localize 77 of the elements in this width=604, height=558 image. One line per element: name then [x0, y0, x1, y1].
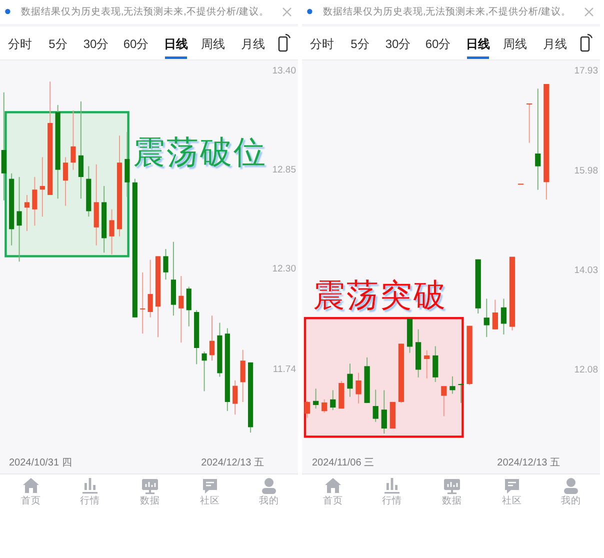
candlestick: [312, 388, 319, 410]
candlestick: [232, 380, 238, 416]
annotation: 2024/10/31 四: [9, 458, 72, 468]
text: 月线: [543, 37, 567, 51]
candlestick: [535, 88, 541, 190]
text: 行情: [382, 494, 402, 506]
text: 数据结果仅为历史表现,无法预测未来,不提供分析/建议。: [323, 6, 571, 18]
candlestick: [202, 351, 207, 392]
y-tick-label: 15.98: [574, 165, 598, 176]
candlestick: [322, 398, 328, 414]
candlestick: [304, 400, 310, 418]
text: 5分: [350, 37, 370, 51]
candlestick: [140, 272, 146, 334]
text: 社区: [200, 494, 220, 506]
candlestick: [32, 176, 38, 226]
candlestick: [347, 363, 353, 398]
annotation: 2024/12/13 五: [497, 458, 560, 468]
candlestick: [186, 286, 192, 327]
candlestick: [70, 110, 76, 170]
text: 行情: [80, 494, 100, 506]
candlestick: [240, 349, 246, 402]
text: 30分: [83, 37, 109, 51]
text: 5分: [48, 37, 68, 51]
annotation: 2024/12/13 五: [201, 458, 264, 468]
candlestick: [209, 315, 215, 362]
candlestick: [24, 194, 30, 232]
text: 月线: [241, 37, 265, 51]
band-label: 震荡破位: [133, 134, 267, 170]
candlestick: [163, 248, 168, 280]
candlestick: [500, 298, 507, 335]
candlestick: [450, 376, 456, 394]
candlestick: [178, 276, 184, 344]
text: 30分: [385, 37, 411, 51]
candlestick: [424, 350, 430, 379]
text: 首页: [21, 494, 41, 506]
text: 日线: [466, 37, 490, 51]
candlestick: [492, 299, 498, 330]
candlestick: [458, 383, 464, 404]
text: 我的: [561, 494, 581, 506]
text: 社区: [502, 494, 522, 506]
text: 60分: [425, 37, 451, 51]
candlestick: [330, 390, 336, 411]
candlestick: [526, 102, 532, 144]
candlestick: [484, 298, 490, 338]
text: 我的: [259, 494, 279, 506]
y-tick-label: 13.40: [272, 65, 296, 76]
candlestick: [16, 176, 22, 262]
candlestick: [109, 208, 114, 255]
candlestick: [148, 259, 153, 318]
text: 日线: [164, 37, 188, 51]
y-tick-label: 12.85: [272, 164, 296, 176]
candlestick: [432, 346, 438, 382]
candlestick: [62, 156, 68, 206]
candlestick: [441, 386, 447, 417]
candlestick: [372, 389, 378, 422]
candlestick: [381, 390, 387, 434]
text: 数据结果仅为历史表现,无法预测未来,不提供分析/建议。: [21, 6, 269, 18]
text: 分时: [310, 37, 334, 51]
y-tick-label: 11.74: [272, 364, 296, 376]
candlestick: [40, 156, 45, 218]
text: 周线: [201, 37, 225, 51]
text: 首页: [323, 494, 343, 506]
band-label: 震荡突破: [313, 277, 447, 313]
y-tick-label: 14.03: [574, 265, 598, 276]
annotation: 2024/11/06 三: [312, 458, 374, 468]
candlestick: [356, 372, 362, 404]
y-tick-label: 12.30: [272, 263, 296, 274]
y-tick-label: 17.93: [574, 66, 598, 77]
text: 数据: [140, 494, 160, 506]
text: 数据: [442, 494, 462, 506]
candlestick: [1, 92, 6, 201]
y-tick-label: 12.08: [574, 364, 598, 376]
text: 60分: [123, 37, 149, 51]
text: 分时: [8, 37, 32, 51]
candlestick: [78, 100, 84, 200]
candlestick: [124, 132, 130, 198]
text: 周线: [503, 37, 527, 51]
